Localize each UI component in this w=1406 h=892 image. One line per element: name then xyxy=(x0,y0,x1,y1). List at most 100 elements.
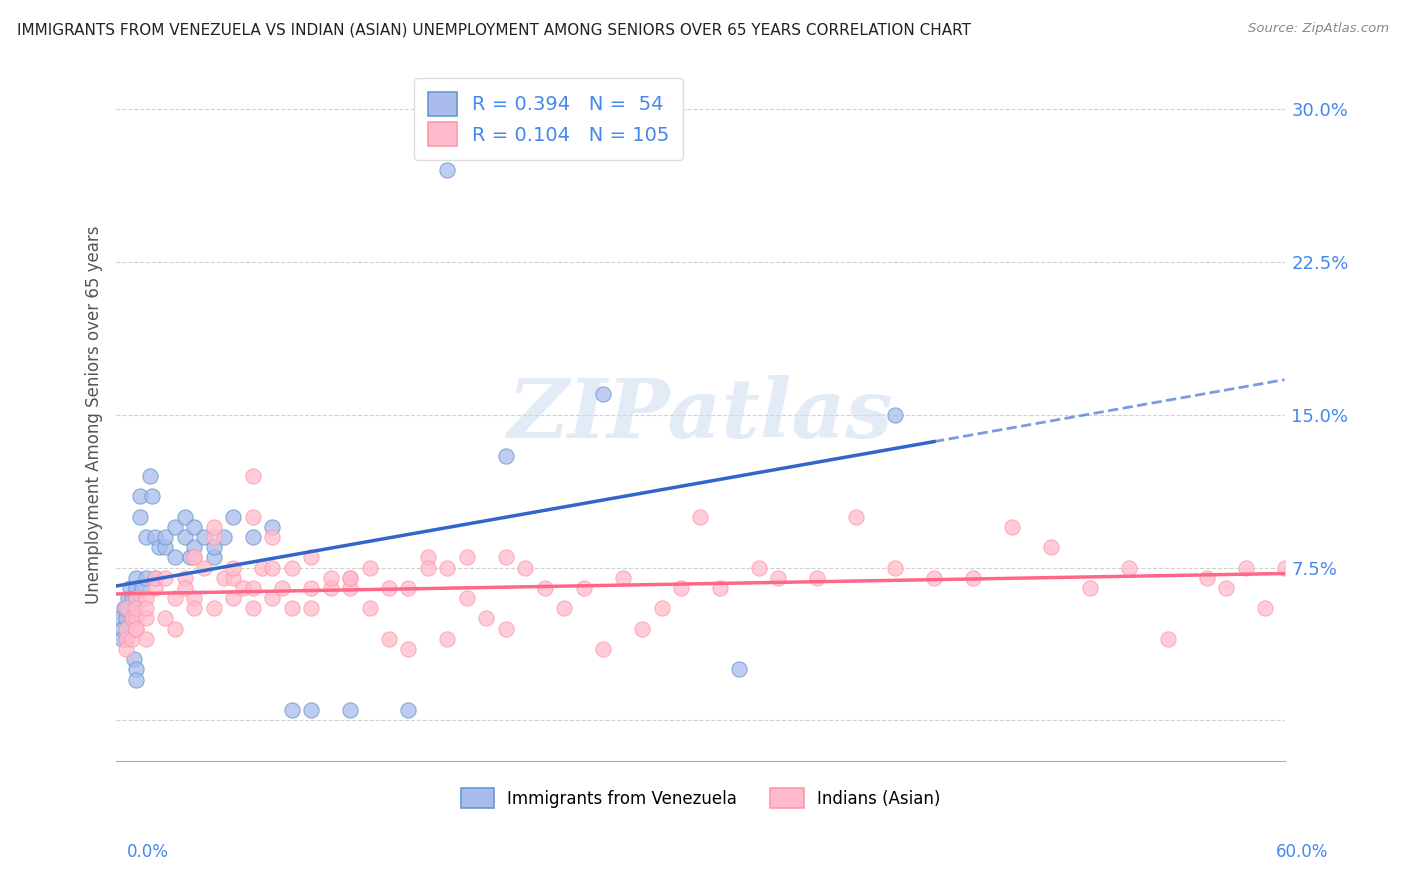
Point xyxy=(110,611,132,625)
Point xyxy=(117,601,139,615)
Point xyxy=(141,489,163,503)
Point xyxy=(398,642,420,657)
Point xyxy=(271,581,294,595)
Point xyxy=(262,520,284,534)
Point xyxy=(1157,632,1180,646)
Point xyxy=(768,571,790,585)
Point xyxy=(280,601,302,615)
Point xyxy=(183,520,205,534)
Point xyxy=(179,550,201,565)
Point xyxy=(135,632,157,646)
Point xyxy=(553,601,575,615)
Point xyxy=(728,662,751,676)
Point xyxy=(202,550,225,565)
Point xyxy=(242,581,264,595)
Point xyxy=(592,642,614,657)
Point xyxy=(121,611,143,625)
Point xyxy=(122,601,145,615)
Point xyxy=(115,622,138,636)
Point xyxy=(117,591,139,606)
Point xyxy=(1215,581,1237,595)
Legend: Immigrants from Venezuela, Indians (Asian): Immigrants from Venezuela, Indians (Asia… xyxy=(454,781,948,815)
Point xyxy=(145,581,167,595)
Point xyxy=(252,560,274,574)
Point xyxy=(436,560,458,574)
Point xyxy=(359,601,381,615)
Point xyxy=(669,581,692,595)
Point xyxy=(115,601,138,615)
Point xyxy=(651,601,673,615)
Point xyxy=(153,571,176,585)
Point xyxy=(125,611,148,625)
Point xyxy=(242,469,264,483)
Point xyxy=(359,560,381,574)
Point xyxy=(339,703,361,717)
Point xyxy=(1118,560,1140,574)
Point xyxy=(145,530,167,544)
Point xyxy=(125,662,148,676)
Point xyxy=(183,591,205,606)
Text: ZIPatlas: ZIPatlas xyxy=(508,375,893,455)
Point xyxy=(115,632,138,646)
Point xyxy=(299,703,322,717)
Point xyxy=(122,652,145,666)
Point xyxy=(125,622,148,636)
Point xyxy=(436,632,458,646)
Point xyxy=(416,560,439,574)
Point xyxy=(884,408,907,422)
Point xyxy=(121,591,143,606)
Y-axis label: Unemployment Among Seniors over 65 years: Unemployment Among Seniors over 65 years xyxy=(86,226,103,604)
Point xyxy=(115,642,138,657)
Point xyxy=(1234,560,1257,574)
Point xyxy=(378,581,401,595)
Text: IMMIGRANTS FROM VENEZUELA VS INDIAN (ASIAN) UNEMPLOYMENT AMONG SENIORS OVER 65 Y: IMMIGRANTS FROM VENEZUELA VS INDIAN (ASI… xyxy=(17,22,972,37)
Point xyxy=(153,611,176,625)
Point xyxy=(125,673,148,687)
Point xyxy=(131,581,153,595)
Point xyxy=(1001,520,1024,534)
Point xyxy=(173,571,195,585)
Point xyxy=(232,581,254,595)
Point xyxy=(125,591,148,606)
Point xyxy=(153,530,176,544)
Point xyxy=(689,509,711,524)
Point xyxy=(135,571,157,585)
Point xyxy=(962,571,984,585)
Point xyxy=(125,622,148,636)
Point xyxy=(1078,581,1101,595)
Point xyxy=(1274,560,1296,574)
Point xyxy=(572,581,595,595)
Point xyxy=(262,530,284,544)
Point xyxy=(125,601,148,615)
Text: Source: ZipAtlas.com: Source: ZipAtlas.com xyxy=(1249,22,1389,36)
Point xyxy=(115,632,138,646)
Point xyxy=(475,611,498,625)
Point xyxy=(163,550,186,565)
Point xyxy=(183,550,205,565)
Point xyxy=(135,530,157,544)
Point xyxy=(515,560,537,574)
Point xyxy=(319,581,342,595)
Point xyxy=(202,601,225,615)
Point xyxy=(495,550,517,565)
Point xyxy=(1039,540,1062,554)
Point xyxy=(456,591,478,606)
Point xyxy=(145,571,167,585)
Point xyxy=(222,560,245,574)
Point xyxy=(1312,581,1334,595)
Point xyxy=(125,581,148,595)
Point xyxy=(533,581,555,595)
Point xyxy=(183,601,205,615)
Point xyxy=(173,581,195,595)
Point xyxy=(280,703,302,717)
Point xyxy=(163,591,186,606)
Point xyxy=(495,449,517,463)
Point xyxy=(398,581,420,595)
Point xyxy=(173,530,195,544)
Point xyxy=(135,601,157,615)
Point xyxy=(1351,560,1374,574)
Point xyxy=(153,540,176,554)
Point xyxy=(138,469,160,483)
Point xyxy=(378,632,401,646)
Point xyxy=(202,540,225,554)
